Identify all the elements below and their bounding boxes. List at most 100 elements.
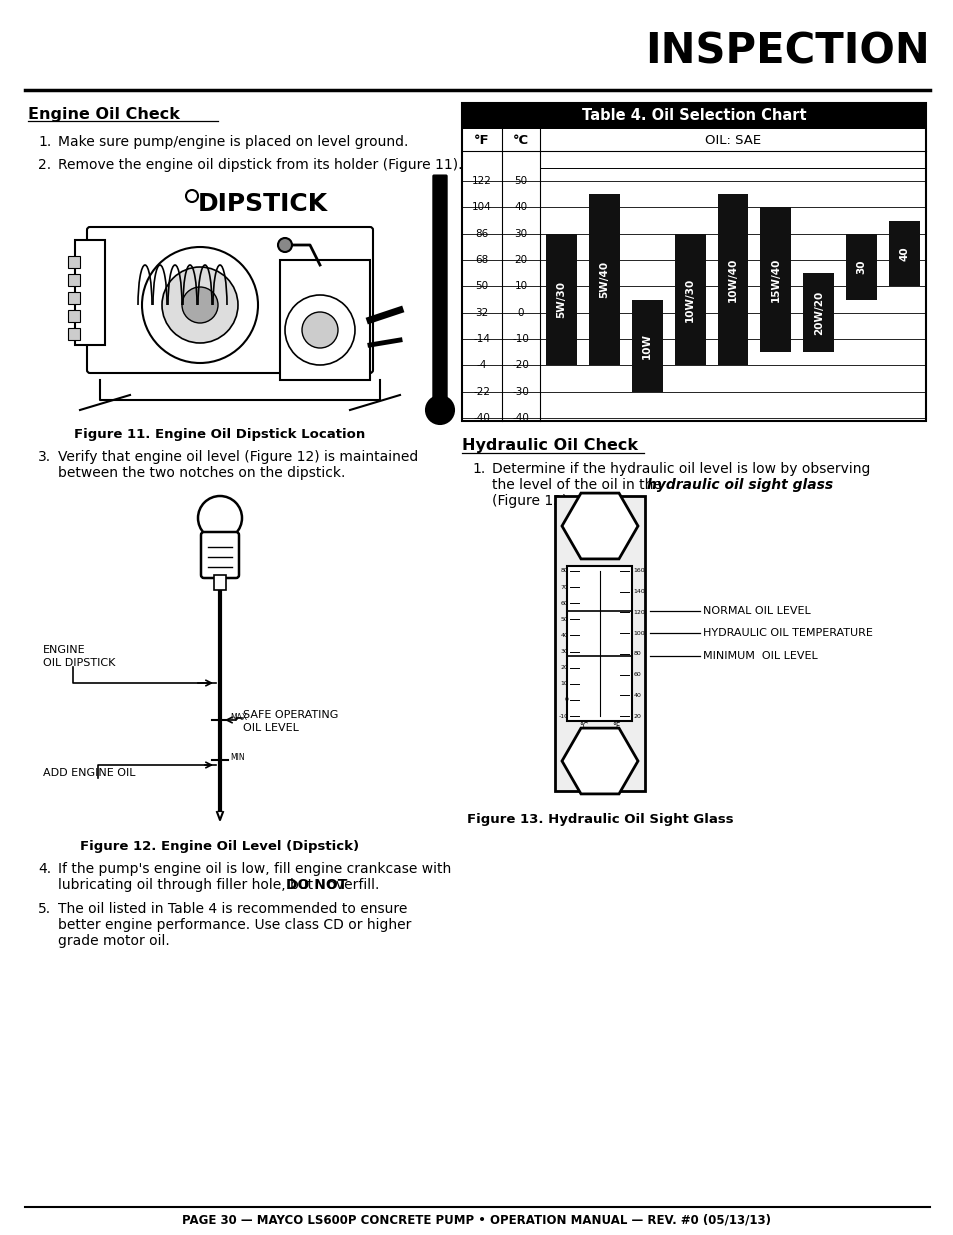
FancyBboxPatch shape <box>201 532 239 578</box>
Text: 10W/30: 10W/30 <box>684 278 695 321</box>
Circle shape <box>285 295 355 366</box>
Text: Determine if the hydraulic oil level is low by observing: Determine if the hydraulic oil level is … <box>492 462 869 475</box>
Bar <box>75 240 105 345</box>
Text: lubricating oil through filler hole, but: lubricating oil through filler hole, but <box>58 878 317 892</box>
Text: Figure 12. Engine Oil Level (Dipstick): Figure 12. Engine Oil Level (Dipstick) <box>80 840 359 853</box>
Text: 50: 50 <box>514 177 527 186</box>
Text: overfill.: overfill. <box>322 878 378 892</box>
Bar <box>280 261 370 380</box>
Text: 1.: 1. <box>38 135 51 149</box>
Text: -40: -40 <box>512 412 529 424</box>
Text: ADD ENGINE OIL: ADD ENGINE OIL <box>43 768 135 778</box>
Text: Remove the engine oil dipstick from its holder (Figure 11).: Remove the engine oil dipstick from its … <box>58 158 462 172</box>
Text: The oil listed in Table 4 is recommended to ensure: The oil listed in Table 4 is recommended… <box>58 902 407 916</box>
Bar <box>68 291 80 304</box>
Text: 20: 20 <box>514 256 527 266</box>
Text: 40: 40 <box>514 203 527 212</box>
Text: -30: -30 <box>512 387 529 396</box>
Text: MIN: MIN <box>230 753 244 762</box>
Text: 5W/30: 5W/30 <box>556 282 566 319</box>
Text: HYDRAULIC OIL TEMPERATURE: HYDRAULIC OIL TEMPERATURE <box>702 629 872 638</box>
Text: 30: 30 <box>560 650 568 655</box>
Text: 50: 50 <box>475 282 488 291</box>
Circle shape <box>277 238 292 252</box>
FancyBboxPatch shape <box>433 175 447 409</box>
Text: Verify that engine oil level (Figure 12) is maintained: Verify that engine oil level (Figure 12)… <box>58 450 417 464</box>
Bar <box>760 207 790 352</box>
Text: 80: 80 <box>560 568 568 573</box>
Text: 40: 40 <box>633 693 640 698</box>
Text: 86: 86 <box>475 228 488 238</box>
Text: OIL: SAE: OIL: SAE <box>704 133 760 147</box>
Text: 160: 160 <box>633 568 644 573</box>
Text: 10W: 10W <box>641 332 652 358</box>
Bar <box>213 576 226 590</box>
Text: 122: 122 <box>472 177 492 186</box>
Text: 140: 140 <box>633 589 644 594</box>
Circle shape <box>198 496 242 540</box>
Text: 0: 0 <box>564 698 568 703</box>
Text: -10: -10 <box>512 333 529 345</box>
Text: 20W/20: 20W/20 <box>813 290 822 335</box>
FancyBboxPatch shape <box>87 227 373 373</box>
Text: 104: 104 <box>472 203 492 212</box>
Text: 10W/40: 10W/40 <box>727 258 738 303</box>
Text: °F: °F <box>474 133 489 147</box>
Bar <box>802 273 833 352</box>
Text: -40: -40 <box>473 412 490 424</box>
Bar <box>436 175 443 410</box>
Text: 4.: 4. <box>38 862 51 876</box>
Text: the level of the oil in the: the level of the oil in the <box>492 478 665 492</box>
Bar <box>588 194 619 366</box>
Text: 10: 10 <box>514 282 527 291</box>
Text: NORMAL OIL LEVEL: NORMAL OIL LEVEL <box>702 606 810 616</box>
Text: 40: 40 <box>899 246 908 261</box>
Text: MINIMUM  OIL LEVEL: MINIMUM OIL LEVEL <box>702 651 817 661</box>
Text: 70: 70 <box>560 584 568 589</box>
Text: 40: 40 <box>560 634 568 638</box>
Text: DIPSTICK: DIPSTICK <box>198 191 328 216</box>
Text: 3.: 3. <box>38 450 51 464</box>
Text: hydraulic oil sight glass: hydraulic oil sight glass <box>647 478 833 492</box>
Text: 2.: 2. <box>38 158 51 172</box>
Text: 32: 32 <box>475 308 488 317</box>
Bar <box>68 256 80 268</box>
Bar <box>461 103 925 421</box>
Text: MAX: MAX <box>230 714 247 722</box>
Text: better engine performance. Use class CD or higher: better engine performance. Use class CD … <box>58 918 411 932</box>
Text: 30: 30 <box>856 259 865 274</box>
Text: INSPECTION: INSPECTION <box>644 30 929 72</box>
Bar <box>845 233 876 300</box>
Text: 1.: 1. <box>472 462 485 475</box>
Text: 68: 68 <box>475 256 488 266</box>
Text: Hydraulic Oil Check: Hydraulic Oil Check <box>461 438 638 453</box>
Text: DO NOT: DO NOT <box>285 878 347 892</box>
Circle shape <box>162 267 237 343</box>
Circle shape <box>182 287 218 324</box>
Text: If the pump's engine oil is low, fill engine crankcase with: If the pump's engine oil is low, fill en… <box>58 862 451 876</box>
Bar <box>68 310 80 322</box>
Circle shape <box>142 247 257 363</box>
Text: PAGE 30 — MAYCO LS600P CONCRETE PUMP • OPERATION MANUAL — REV. #0 (05/13/13): PAGE 30 — MAYCO LS600P CONCRETE PUMP • O… <box>182 1214 771 1226</box>
Text: 60: 60 <box>560 600 568 605</box>
Bar <box>674 233 705 366</box>
Text: 50: 50 <box>560 616 568 622</box>
Text: between the two notches on the dipstick.: between the two notches on the dipstick. <box>58 466 345 480</box>
Bar <box>888 221 919 287</box>
Text: 60: 60 <box>633 672 640 677</box>
Text: 100: 100 <box>633 631 644 636</box>
Circle shape <box>426 396 454 424</box>
Bar <box>567 566 632 721</box>
Bar <box>545 233 577 366</box>
Bar <box>68 329 80 340</box>
Text: °C: °C <box>578 722 588 731</box>
Text: 80: 80 <box>633 651 640 656</box>
Text: Make sure pump/engine is placed on level ground.: Make sure pump/engine is placed on level… <box>58 135 408 149</box>
Text: ENGINE
OIL DIPSTICK: ENGINE OIL DIPSTICK <box>43 645 115 668</box>
Text: grade motor oil.: grade motor oil. <box>58 934 170 948</box>
Text: -22: -22 <box>473 387 490 396</box>
Circle shape <box>302 312 337 348</box>
Bar <box>461 103 925 128</box>
Bar <box>717 194 748 366</box>
Text: 20: 20 <box>633 714 640 719</box>
